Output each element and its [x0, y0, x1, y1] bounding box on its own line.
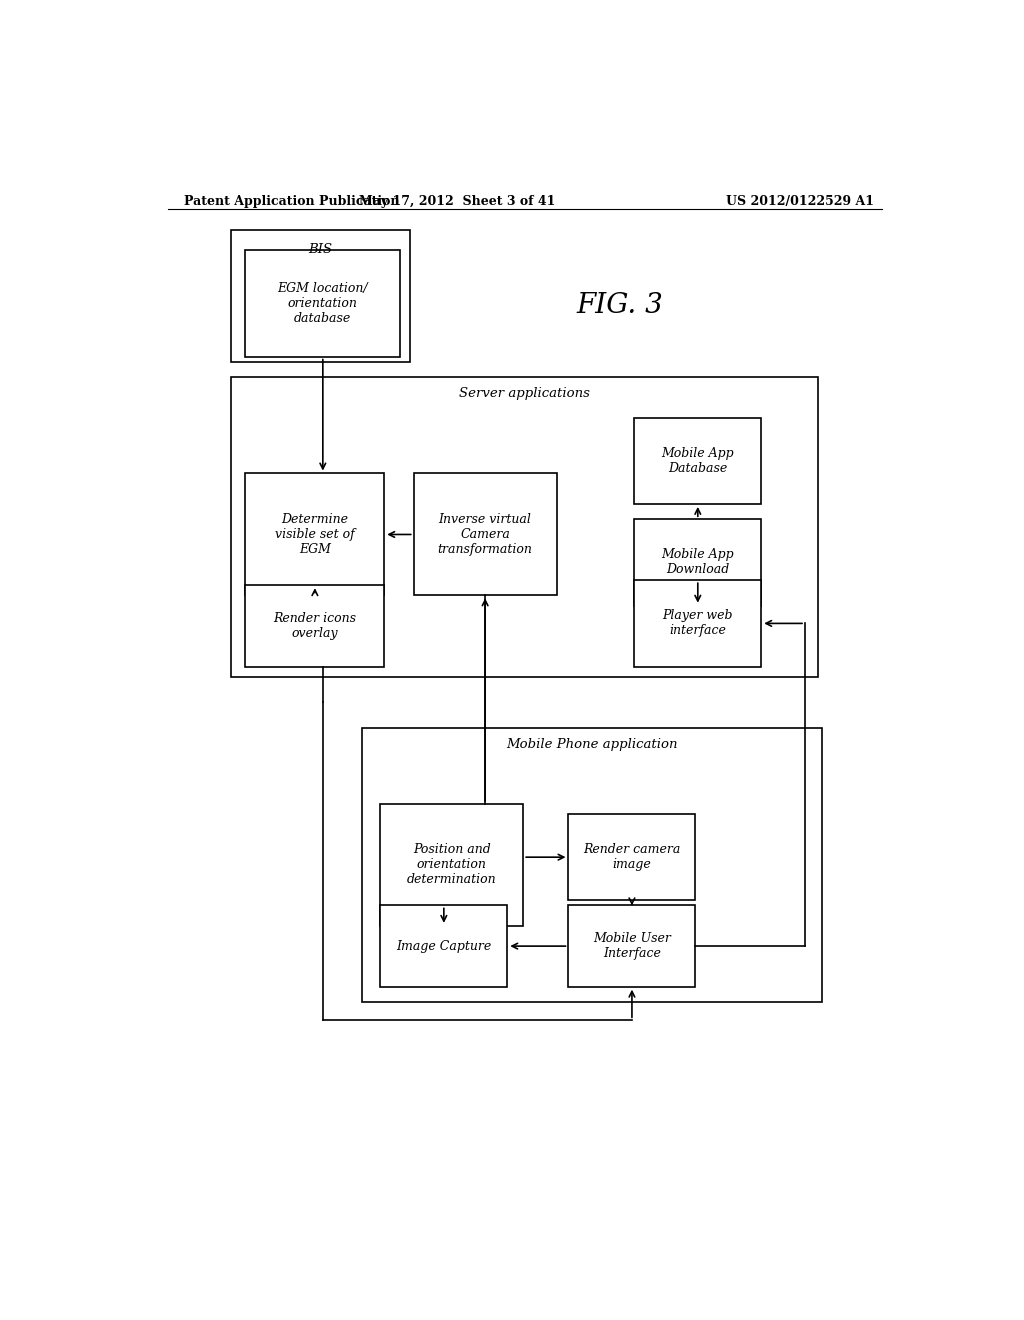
Bar: [380, 804, 523, 925]
Bar: [246, 585, 384, 667]
Bar: [380, 906, 507, 987]
Bar: [414, 474, 557, 595]
Text: Position and
orientation
determination: Position and orientation determination: [407, 843, 497, 886]
Bar: [231, 230, 410, 362]
Text: Render icons
overlay: Render icons overlay: [273, 612, 356, 640]
Text: Mobile User
Interface: Mobile User Interface: [593, 932, 671, 960]
Text: Mobile App
Database: Mobile App Database: [662, 446, 734, 475]
Text: May 17, 2012  Sheet 3 of 41: May 17, 2012 Sheet 3 of 41: [359, 195, 556, 209]
Bar: [634, 519, 761, 606]
Text: Determine
visible set of
EGM: Determine visible set of EGM: [275, 513, 354, 556]
Text: Inverse virtual
Camera
transformation: Inverse virtual Camera transformation: [437, 513, 532, 556]
Text: Mobile App
Download: Mobile App Download: [662, 548, 734, 577]
Text: FIG. 3: FIG. 3: [577, 292, 664, 319]
Bar: [362, 727, 822, 1002]
Text: Patent Application Publication: Patent Application Publication: [183, 195, 399, 209]
Text: Mobile Phone application: Mobile Phone application: [507, 738, 678, 751]
Text: BIS: BIS: [308, 243, 333, 256]
Text: Player web
interface: Player web interface: [663, 610, 733, 638]
Bar: [246, 249, 400, 356]
Bar: [246, 474, 384, 595]
Bar: [634, 417, 761, 504]
Bar: [568, 906, 695, 987]
Text: Image Capture: Image Capture: [396, 940, 492, 953]
Text: EGM location/
orientation
database: EGM location/ orientation database: [278, 281, 369, 325]
Bar: [634, 581, 761, 667]
Text: Render camera
image: Render camera image: [584, 843, 681, 871]
Bar: [568, 814, 695, 900]
Text: Server applications: Server applications: [460, 387, 590, 400]
Text: US 2012/0122529 A1: US 2012/0122529 A1: [726, 195, 873, 209]
Bar: [231, 378, 818, 677]
